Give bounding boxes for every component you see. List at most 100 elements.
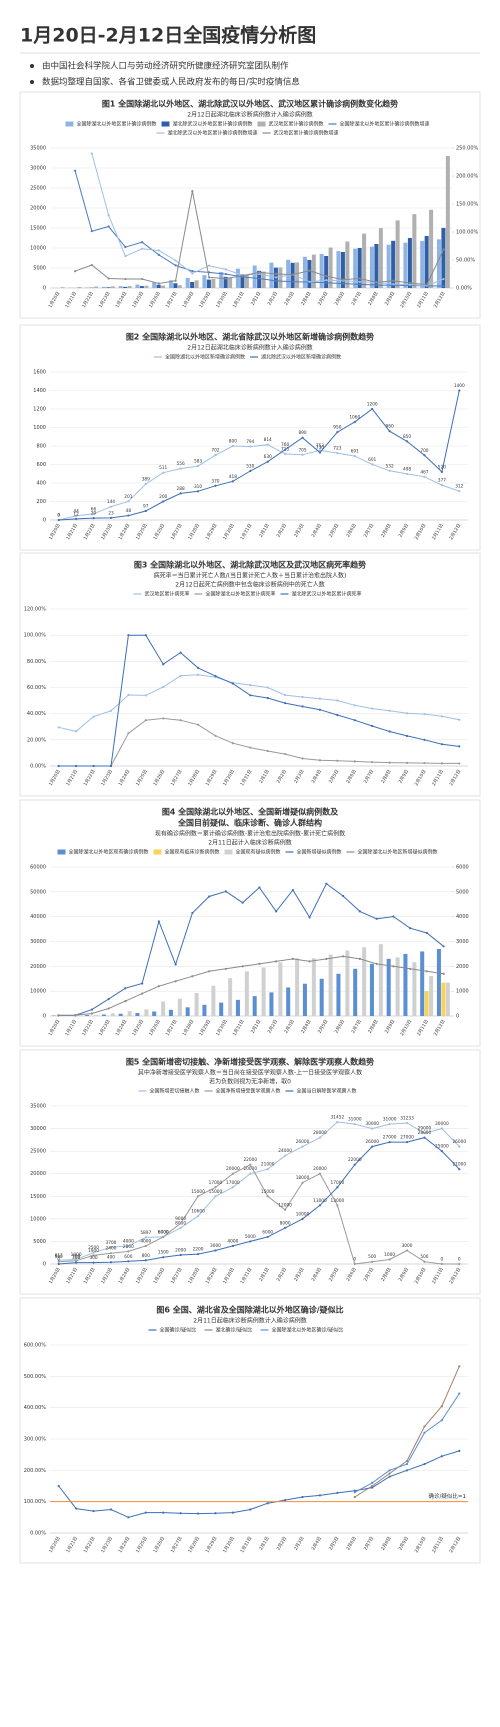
- point: [423, 1462, 426, 1466]
- data-label: 0: [353, 1257, 356, 1263]
- data-label: 4000: [140, 1238, 151, 1244]
- point: [179, 674, 182, 677]
- y-tick-label: 20000: [30, 964, 46, 970]
- point: [224, 967, 227, 970]
- point: [179, 719, 182, 722]
- data-label: 691: [351, 449, 359, 455]
- bar: [127, 286, 132, 288]
- y-tick-label: 200: [36, 499, 46, 505]
- point: [318, 708, 322, 711]
- legend-label: 全国除湖北以外地区现有确诊病例数: [69, 849, 149, 856]
- data-label: 800: [142, 1253, 150, 1259]
- bar: [269, 992, 274, 1016]
- bullet: [30, 64, 34, 68]
- data-label: 1400: [454, 383, 465, 389]
- point: [127, 1250, 130, 1253]
- point: [342, 278, 345, 281]
- point: [284, 1226, 287, 1229]
- chart-panel: [19, 552, 481, 797]
- y-tick-label: 10000: [30, 1216, 46, 1222]
- bar: [412, 962, 417, 1016]
- bar: [152, 1011, 157, 1016]
- point: [358, 280, 361, 283]
- point: [90, 1008, 93, 1011]
- bar: [345, 950, 350, 1016]
- point: [90, 152, 93, 155]
- bar: [139, 286, 144, 288]
- point: [308, 269, 311, 272]
- bar: [94, 286, 99, 288]
- chart-subtitle: 其中净新增接受医学观察人数＝当日尚在接受医学观察人数-上一日接受医学观察人数: [138, 1069, 362, 1077]
- point: [440, 715, 443, 718]
- bar: [328, 247, 333, 288]
- point: [423, 475, 426, 478]
- point: [266, 1502, 269, 1505]
- data-label: 400: [107, 1255, 115, 1261]
- bar: [319, 978, 324, 1016]
- bar: [190, 282, 195, 288]
- point: [107, 998, 110, 1001]
- data-label: 10000: [296, 1211, 310, 1217]
- point: [109, 1246, 113, 1249]
- point: [214, 734, 217, 737]
- point: [284, 752, 287, 756]
- point: [409, 281, 412, 285]
- point: [423, 738, 426, 741]
- legend-label: 湖北除武汉以外地区累计确诊病例数: [173, 121, 253, 128]
- bar: [101, 286, 106, 288]
- point: [241, 901, 244, 904]
- point: [90, 230, 93, 233]
- data-label: 300: [89, 1255, 97, 1261]
- data-label: 20: [91, 511, 97, 517]
- y-tick-label: 50000: [30, 889, 46, 895]
- data-label: 5000: [245, 1234, 256, 1240]
- bar: [441, 982, 446, 1016]
- point: [231, 444, 234, 448]
- chart-title: 图1 全国除湖北以外地区、湖北除武汉以外地区、武汉地区累计确诊病例数变化趋势: [102, 99, 398, 109]
- bullet: [30, 80, 34, 84]
- point: [388, 730, 391, 733]
- point: [301, 705, 304, 708]
- point: [284, 452, 287, 455]
- y-tick-label: 25000: [30, 186, 46, 192]
- bar: [244, 971, 249, 1016]
- data-label: 20000: [226, 1166, 240, 1172]
- bar: [135, 284, 140, 288]
- data-label: 20000: [243, 1166, 257, 1172]
- point: [301, 1145, 304, 1148]
- point: [196, 723, 200, 726]
- point: [409, 927, 412, 930]
- data-label: 201: [124, 494, 132, 500]
- legend-label: 全国除湖北以外地区新增疑似病例数: [358, 849, 438, 856]
- point: [92, 764, 95, 768]
- point: [284, 1208, 287, 1211]
- point: [57, 1260, 60, 1263]
- chart-subtitle: 2月12日起湖北临床诊断病例数计入确诊病例数: [187, 344, 312, 352]
- point: [107, 225, 110, 228]
- series-line: [58, 1137, 460, 1265]
- point: [275, 276, 278, 279]
- chart-subtitle: 2月12日起湖北临床诊断病例数计入确诊病例数: [187, 111, 312, 119]
- point: [301, 1495, 304, 1499]
- point: [440, 1262, 443, 1266]
- series-line: [58, 1164, 460, 1265]
- point: [291, 888, 294, 892]
- point: [75, 730, 78, 733]
- y-tick-label: 120.00%: [24, 607, 46, 613]
- data-label: 1060: [349, 414, 360, 420]
- data-label: 377: [438, 478, 446, 484]
- point: [162, 1511, 165, 1514]
- bar: [357, 248, 362, 288]
- point: [375, 283, 378, 287]
- point: [266, 1195, 269, 1198]
- bar: [395, 957, 400, 1016]
- point: [196, 490, 200, 493]
- point: [392, 965, 395, 968]
- point: [249, 683, 252, 687]
- y-tick-label: 0: [43, 1014, 46, 1020]
- bar: [436, 239, 441, 288]
- y-tick-label: 1000: [33, 425, 46, 431]
- data-label: 4000: [123, 1238, 134, 1244]
- point: [291, 273, 294, 276]
- y2-tick-label: 50.00%: [456, 258, 475, 264]
